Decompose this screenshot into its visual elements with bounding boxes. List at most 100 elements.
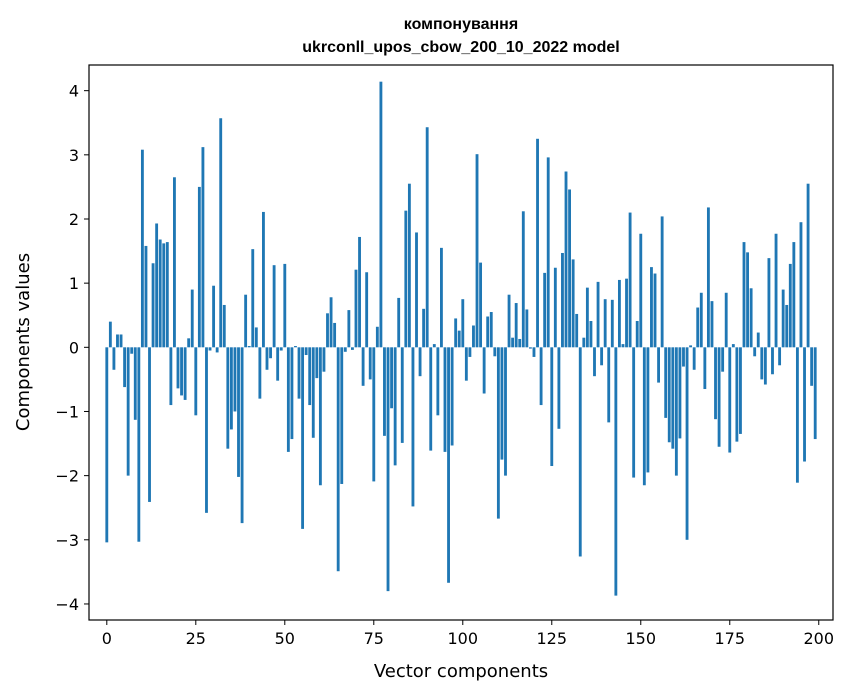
y-tick-label: −3 bbox=[55, 531, 79, 550]
bar-192 bbox=[788, 263, 792, 348]
bar-172 bbox=[717, 347, 721, 447]
bar-151 bbox=[642, 347, 646, 486]
bar-84 bbox=[404, 210, 408, 348]
bar-162 bbox=[682, 347, 685, 367]
bar-123 bbox=[543, 272, 547, 348]
bar-61 bbox=[322, 347, 326, 372]
y-axis-label: Components values bbox=[13, 253, 34, 431]
bar-18 bbox=[169, 347, 173, 406]
bar-164 bbox=[689, 345, 693, 348]
bar-29 bbox=[208, 347, 212, 351]
bar-66 bbox=[340, 347, 344, 484]
bar-53 bbox=[294, 346, 297, 348]
bar-167 bbox=[699, 292, 703, 348]
bar-129 bbox=[564, 171, 568, 348]
bar-106 bbox=[482, 347, 486, 394]
bar-93 bbox=[436, 347, 440, 416]
bar-159 bbox=[671, 347, 675, 449]
x-axis-ticks: 0 25 50 75 100 125 150 175 200 bbox=[102, 620, 834, 648]
plot-frame bbox=[88, 64, 834, 621]
bar-189 bbox=[778, 347, 782, 366]
bar-134 bbox=[582, 337, 586, 348]
bar-82 bbox=[397, 297, 401, 348]
bar-125 bbox=[550, 347, 554, 467]
bar-100 bbox=[461, 299, 465, 348]
bar-94 bbox=[440, 247, 443, 348]
bar-127 bbox=[557, 347, 561, 429]
bar-126 bbox=[553, 267, 557, 348]
bar-101 bbox=[464, 347, 468, 381]
bar-72 bbox=[361, 347, 365, 386]
bar-12 bbox=[148, 347, 151, 502]
bar-45 bbox=[265, 347, 269, 370]
bar-91 bbox=[429, 347, 433, 451]
bar-153 bbox=[650, 267, 653, 348]
bar-190 bbox=[781, 289, 785, 348]
bar-108 bbox=[489, 312, 493, 348]
bar-186 bbox=[767, 258, 771, 348]
x-tick-label: 25 bbox=[186, 629, 206, 648]
chart-subtitle: ukrconll_upos_cbow_200_10_2022 model bbox=[302, 39, 619, 56]
bar-46 bbox=[269, 347, 272, 359]
bar-83 bbox=[400, 347, 404, 443]
bar-11 bbox=[144, 245, 148, 348]
y-tick-label: 4 bbox=[69, 82, 79, 101]
y-tick-label: −4 bbox=[55, 595, 79, 614]
bar-179 bbox=[742, 242, 746, 348]
bar-47 bbox=[272, 265, 276, 348]
bar-28 bbox=[205, 347, 208, 513]
bar-128 bbox=[561, 252, 564, 348]
bar-196 bbox=[803, 347, 806, 462]
bar-71 bbox=[358, 236, 361, 348]
bar-139 bbox=[600, 347, 604, 366]
bar-198 bbox=[810, 347, 814, 386]
bar-73 bbox=[365, 272, 369, 348]
bar-10 bbox=[140, 149, 144, 348]
bar-119 bbox=[528, 347, 532, 349]
bar-17 bbox=[165, 242, 169, 348]
bar-27 bbox=[201, 147, 205, 348]
bar-88 bbox=[418, 347, 422, 377]
bar-38 bbox=[240, 347, 244, 524]
bar-156 bbox=[660, 216, 664, 348]
bar-13 bbox=[151, 263, 155, 348]
bar-81 bbox=[393, 347, 397, 466]
x-tick-label: 175 bbox=[714, 629, 745, 648]
bar-60 bbox=[318, 347, 322, 486]
x-tick-label: 125 bbox=[537, 629, 568, 648]
bar-44 bbox=[262, 211, 265, 348]
bar-143 bbox=[614, 347, 618, 596]
bar-39 bbox=[244, 294, 248, 348]
bar-184 bbox=[760, 347, 764, 380]
y-tick-label: 0 bbox=[69, 338, 79, 357]
bar-85 bbox=[407, 183, 411, 348]
bar-30 bbox=[212, 285, 216, 348]
bar-34 bbox=[226, 347, 230, 449]
bar-7 bbox=[130, 347, 134, 354]
bar-142 bbox=[610, 299, 614, 348]
bar-138 bbox=[596, 281, 600, 348]
bar-152 bbox=[646, 347, 650, 473]
bar-182 bbox=[753, 347, 757, 357]
bar-87 bbox=[415, 232, 418, 348]
y-tick-label: −1 bbox=[55, 402, 79, 421]
bar-160 bbox=[674, 347, 678, 476]
bar-113 bbox=[507, 294, 511, 348]
bar-95 bbox=[443, 347, 447, 452]
bar-133 bbox=[578, 347, 582, 557]
bar-188 bbox=[774, 233, 778, 348]
bar-175 bbox=[728, 347, 732, 453]
bar-193 bbox=[792, 242, 796, 348]
x-tick-label: 200 bbox=[803, 629, 834, 648]
bar-145 bbox=[621, 344, 625, 348]
bar-3 bbox=[116, 334, 119, 348]
bar-21 bbox=[180, 347, 183, 396]
bar-121 bbox=[536, 138, 539, 348]
bar-65 bbox=[336, 347, 340, 572]
bar-183 bbox=[756, 332, 760, 348]
bar-105 bbox=[479, 262, 483, 348]
bar-194 bbox=[795, 347, 799, 483]
chart-title: компонування bbox=[404, 16, 518, 33]
bar-149 bbox=[635, 321, 639, 348]
